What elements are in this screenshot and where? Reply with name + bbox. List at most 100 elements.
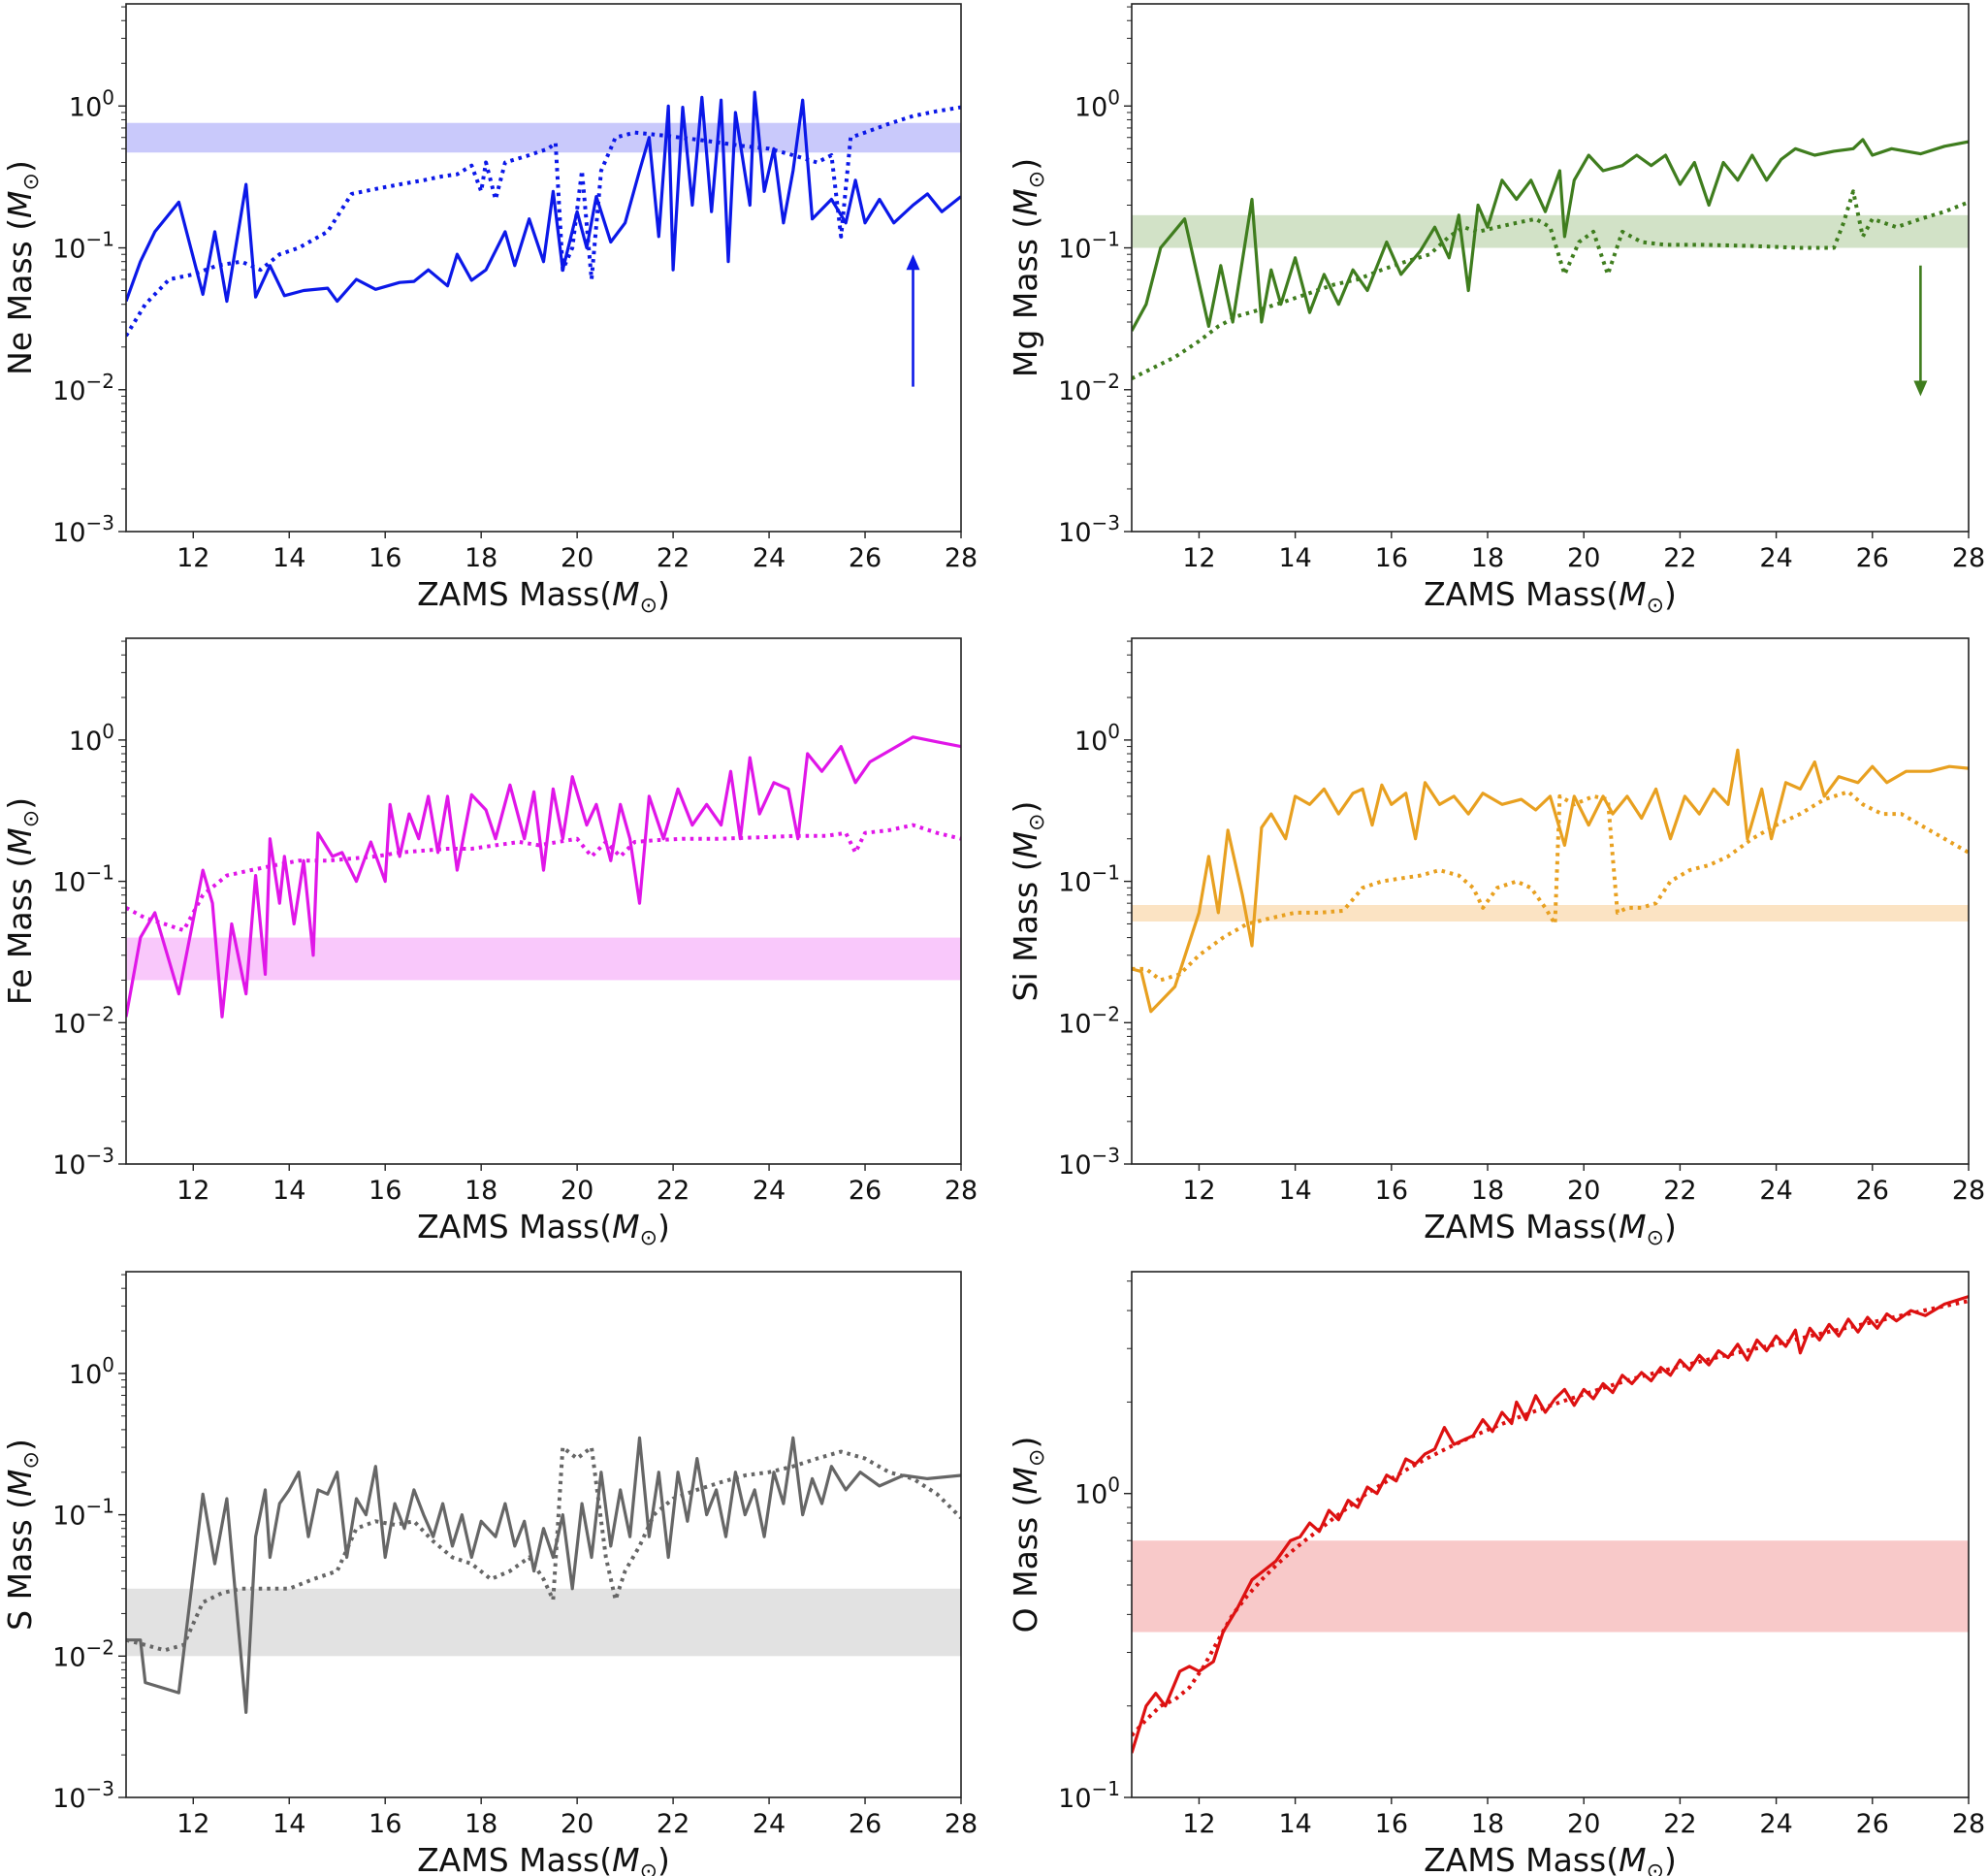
fe-xtick-label: 18 [465, 1176, 497, 1206]
ne-xaxis-label: ZAMS Mass(M⊙) [417, 575, 670, 618]
s-xtick-label: 28 [945, 1809, 978, 1839]
si-xtick-label: 22 [1663, 1176, 1696, 1206]
fe-yaxis-label: Fe Mass (M⊙) [1, 797, 44, 1005]
o-yaxis-label: O Mass (M⊙) [1007, 1437, 1049, 1633]
ne-series-dotted [126, 105, 961, 338]
mg-xaxis-label: ZAMS Mass(M⊙) [1424, 575, 1677, 618]
si-xtick-label: 24 [1759, 1176, 1792, 1206]
s-xtick-label: 24 [753, 1809, 786, 1839]
o-ytick-label: 100 [1074, 1473, 1120, 1510]
mg-limit-arrow [1913, 265, 1928, 397]
s-xtick-label: 26 [849, 1809, 882, 1839]
si-xtick-label: 12 [1182, 1176, 1215, 1206]
ne-xtick-label: 18 [465, 543, 497, 573]
fe-xtick-label: 12 [176, 1176, 209, 1206]
ne-observed-band [126, 122, 961, 153]
mg-panel: 12 14 16 18 20 22 24 26 28 10−3 10−2 10−1 100 ZAMS Ma… [1007, 3, 1985, 618]
ne-xtick-label: 12 [176, 543, 209, 573]
ne-yaxis-label: Ne Mass (M⊙) [1, 160, 44, 375]
o-xtick-label: 26 [1856, 1809, 1889, 1839]
ne-ytick-label: 10−3 [52, 511, 114, 548]
ne-ytick-label: 100 [69, 85, 114, 122]
fe-xtick-label: 22 [657, 1176, 689, 1206]
si-yaxis-label: Si Mass (M⊙) [1007, 801, 1049, 1002]
fe-xtick-label: 20 [561, 1176, 593, 1206]
ne-xtick-label: 16 [369, 543, 401, 573]
o-xtick-label: 20 [1567, 1809, 1600, 1839]
ne-ytick-label: 10−1 [52, 228, 114, 265]
o-series-solid [1132, 1295, 1969, 1754]
mg-xtick-label: 28 [1952, 543, 1985, 573]
ne-panel: 12 14 16 18 20 22 24 26 28 10−3 10−2 10−1 100 ZAMS Ma… [1, 3, 978, 618]
mg-axes-frame [1131, 3, 1970, 533]
si-axes-frame [1131, 637, 1970, 1165]
o-axes-frame [1131, 1271, 1970, 1798]
si-ytick-label: 10−3 [1058, 1144, 1120, 1181]
fe-ytick-label: 10−3 [52, 1144, 114, 1181]
s-xtick-label: 22 [657, 1809, 689, 1839]
si-ytick-label: 10−2 [1058, 1002, 1120, 1039]
ne-xtick-label: 14 [273, 543, 305, 573]
s-ytick-label: 10−1 [52, 1495, 114, 1532]
o-xtick-label: 22 [1663, 1809, 1696, 1839]
o-xtick-label: 28 [1952, 1809, 1985, 1839]
si-ytick-label: 100 [1074, 720, 1120, 757]
s-panel: 12 14 16 18 20 22 24 26 28 10−3 10−2 10−1 100 ZAMS Ma… [1, 1271, 978, 1876]
si-xtick-label: 16 [1375, 1176, 1408, 1206]
mg-ytick-label: 10−2 [1058, 370, 1120, 406]
mg-series-dotted [1132, 189, 1969, 380]
s-ytick-label: 10−3 [52, 1777, 114, 1814]
mg-xtick-label: 12 [1182, 543, 1215, 573]
o-xtick-label: 14 [1278, 1809, 1311, 1839]
ne-xtick-label: 20 [561, 543, 593, 573]
mg-xtick-label: 24 [1759, 543, 1792, 573]
s-xaxis-label: ZAMS Mass(M⊙) [417, 1841, 670, 1876]
mg-xtick-label: 22 [1663, 543, 1696, 573]
o-series-dotted [1132, 1299, 1969, 1737]
fe-ytick-label: 100 [69, 720, 114, 757]
fe-panel: 12 14 16 18 20 22 24 26 28 10−3 10−2 10−1 100 ZAMS Ma… [1, 637, 978, 1250]
s-xtick-label: 16 [369, 1809, 401, 1839]
mg-ytick-label: 100 [1074, 85, 1120, 122]
ne-axes-frame [125, 3, 962, 533]
si-xtick-label: 28 [1952, 1176, 1985, 1206]
mg-xtick-label: 26 [1856, 543, 1889, 573]
si-xaxis-label: ZAMS Mass(M⊙) [1424, 1208, 1677, 1250]
s-yaxis-label: S Mass (M⊙) [1, 1439, 44, 1631]
fe-series-solid [126, 735, 961, 1019]
mg-yaxis-label: Mg Mass (M⊙) [1007, 158, 1049, 377]
s-xtick-label: 18 [465, 1809, 497, 1839]
s-axes-frame [125, 1271, 962, 1798]
o-xtick-label: 16 [1375, 1809, 1408, 1839]
si-ytick-label: 10−1 [1058, 861, 1120, 898]
o-xtick-label: 12 [1182, 1809, 1215, 1839]
fe-ytick-label: 10−2 [52, 1002, 114, 1039]
si-series-solid [1132, 748, 1969, 1014]
s-xtick-label: 20 [561, 1809, 593, 1839]
si-panel: 12 14 16 18 20 22 24 26 28 10−3 10−2 10−1 100 ZAMS Ma… [1007, 637, 1985, 1250]
mg-xtick-label: 18 [1471, 543, 1504, 573]
ne-xtick-label: 26 [849, 543, 882, 573]
fe-xtick-label: 14 [273, 1176, 305, 1206]
fe-ytick-label: 10−1 [52, 861, 114, 898]
o-ytick-label: 10−1 [1058, 1777, 1120, 1814]
si-xtick-label: 26 [1856, 1176, 1889, 1206]
si-xtick-label: 20 [1567, 1176, 1600, 1206]
ne-xtick-label: 22 [657, 543, 689, 573]
fe-xtick-label: 28 [945, 1176, 978, 1206]
s-ytick-label: 10−2 [52, 1635, 114, 1672]
mg-ytick-label: 10−1 [1058, 228, 1120, 265]
o-xaxis-label: ZAMS Mass(M⊙) [1424, 1841, 1677, 1876]
mg-ytick-label: 10−3 [1058, 511, 1120, 548]
fe-xaxis-label: ZAMS Mass(M⊙) [417, 1208, 670, 1250]
ne-xtick-label: 28 [945, 543, 978, 573]
mg-xtick-label: 20 [1567, 543, 1600, 573]
mg-xtick-label: 16 [1375, 543, 1408, 573]
s-series-solid [126, 1436, 961, 1714]
mg-xtick-label: 14 [1278, 543, 1311, 573]
s-observed-band [126, 1588, 961, 1657]
fe-xtick-label: 26 [849, 1176, 882, 1206]
o-xtick-label: 24 [1759, 1809, 1792, 1839]
mg-series-solid [1132, 138, 1969, 332]
